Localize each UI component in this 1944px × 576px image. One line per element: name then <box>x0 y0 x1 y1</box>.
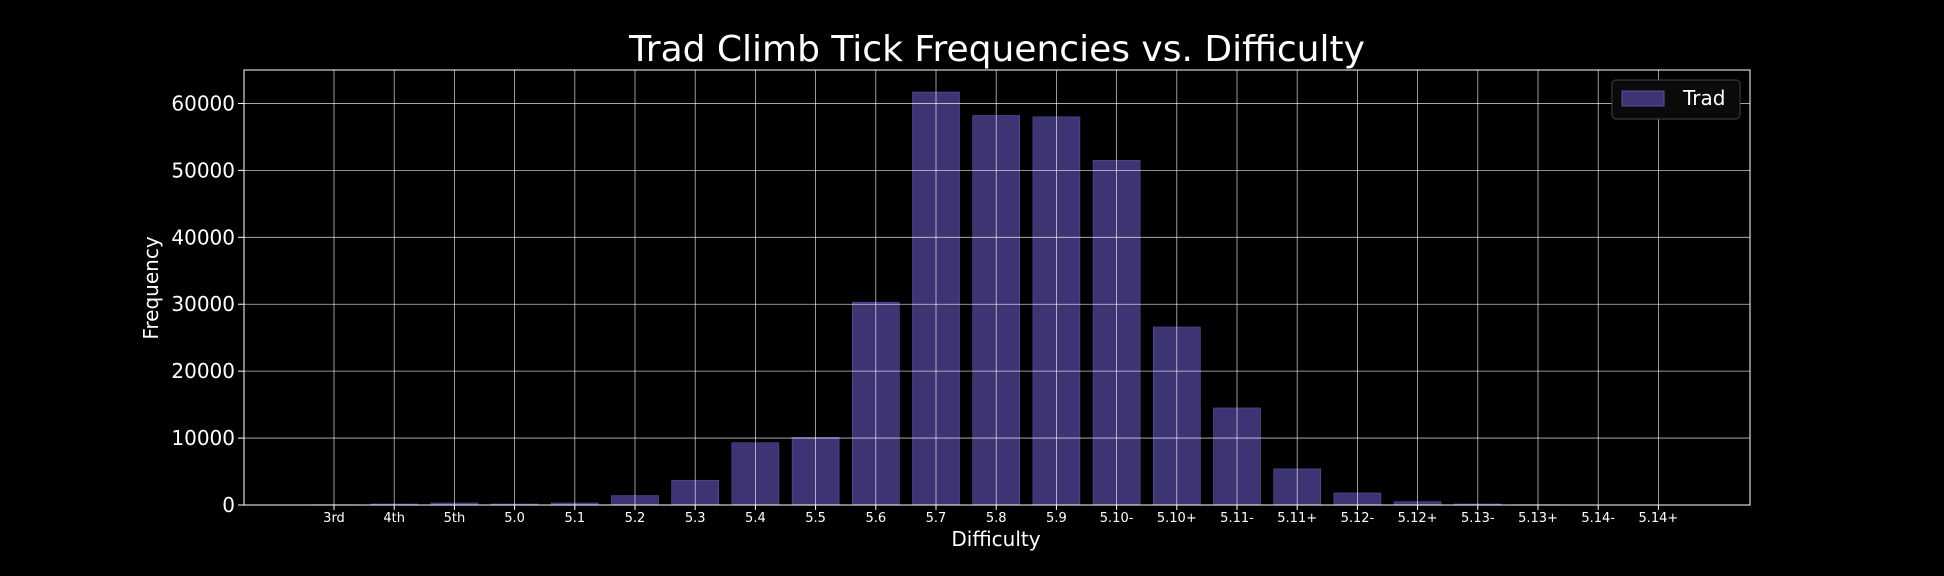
bars <box>244 70 1750 506</box>
x-tick-label: 5.6 <box>865 511 886 526</box>
x-tick-label: 5.11- <box>1220 511 1254 526</box>
x-tick-label: 5.10- <box>1100 511 1134 526</box>
y-tick-label: 10000 <box>171 426 235 450</box>
x-tick-label: 5.12- <box>1341 511 1375 526</box>
y-tick-label: 20000 <box>171 359 235 383</box>
x-tick-label: 5.13+ <box>1518 511 1558 526</box>
x-tick-label: 5.13- <box>1461 511 1495 526</box>
x-tick-label: 5.1 <box>564 511 585 526</box>
x-tick-label: 5.0 <box>504 511 525 526</box>
y-tick-labels: 0 10000 20000 30000 40000 50000 60000 <box>171 91 244 517</box>
y-tick-label: 30000 <box>171 292 235 316</box>
x-tick-label: 5.8 <box>986 511 1007 526</box>
x-tick-label: 5.2 <box>625 511 646 526</box>
legend: Trad <box>1611 79 1741 120</box>
legend-swatch <box>1621 90 1665 107</box>
y-axis-label: Frequency <box>139 236 163 339</box>
legend-label: Trad <box>1682 86 1725 110</box>
x-tick-label: 5.12+ <box>1398 511 1438 526</box>
x-tick-label: 5.14+ <box>1638 511 1678 526</box>
x-tick-label: 5.4 <box>745 511 766 526</box>
x-tick-label: 5.9 <box>1046 511 1067 526</box>
chart-title: Trad Climb Tick Frequencies vs. Difficul… <box>628 29 1365 70</box>
x-tick-label: 5.5 <box>805 511 826 526</box>
y-tick-label: 50000 <box>171 158 235 182</box>
x-axis-label: Difficulty <box>951 527 1040 551</box>
plot-frame <box>243 69 1751 506</box>
y-tick-label: 40000 <box>171 225 235 249</box>
x-tick-label: 5th <box>444 511 466 526</box>
x-tick-label: 5.10+ <box>1157 511 1197 526</box>
x-tick-label: 5.7 <box>926 511 947 526</box>
y-tick-label: 0 <box>222 493 235 517</box>
x-tick-label: 5.3 <box>685 511 706 526</box>
y-tick-label: 60000 <box>171 91 235 115</box>
x-tick-label: 5.14- <box>1581 511 1615 526</box>
x-tick-labels: 3rd 4th 5th 5.0 5.1 5.2 5.3 5.4 5.5 5.6 5.7 5.8 5.9 5… <box>323 505 1678 526</box>
x-tick-label: 3rd <box>323 511 345 526</box>
legend-box <box>1611 79 1741 120</box>
x-tick-label: 5.11+ <box>1277 511 1317 526</box>
x-tick-label: 4th <box>383 511 405 526</box>
